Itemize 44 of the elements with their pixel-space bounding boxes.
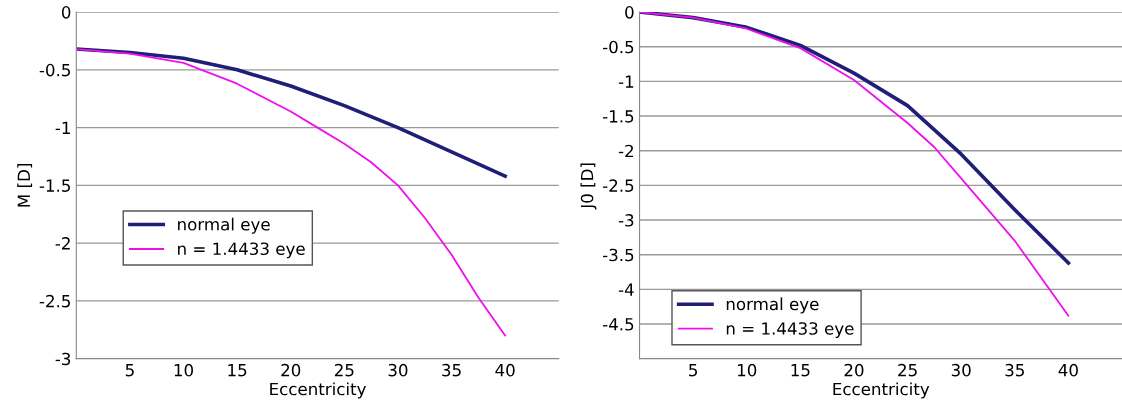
y-axis-title: J0 [D] [580,163,597,210]
y-tick-label: -2 [618,144,634,158]
x-tick-label: 20 [844,363,864,377]
legend-label: n = 1.4433 eye [178,242,305,259]
x-tick-label: 25 [334,363,354,377]
y-tick-label: -2 [55,237,70,250]
y-tick-label: -1 [618,75,634,88]
y-tick-label: -0.5 [39,63,70,77]
y-tick-label: -1.5 [39,179,70,192]
x-tick-label: 25 [898,363,917,377]
x-tick-label: 35 [442,363,461,377]
x-tick-label: 30 [388,363,408,377]
x-tick-label: 30 [951,363,971,377]
x-tick-label: 15 [791,364,810,377]
x-tick-label: 40 [495,363,515,377]
legend-label: normal eye [178,217,270,234]
y-tick-label: -3.5 [602,248,634,262]
line-series [76,47,507,178]
y-tick-label: -4 [618,283,634,296]
x-tick-label: 35 [1005,363,1024,377]
y-tick-label: -3 [55,352,71,366]
x-tick-label: 15 [228,364,247,377]
y-tick-label: -2.5 [602,179,634,192]
legend-label: normal eye [726,297,819,314]
x-tick-label: 20 [281,363,301,377]
y-tick-label: 0 [625,6,634,19]
y-tick-label: -2.5 [39,294,70,308]
line-series [76,48,507,337]
x-axis-title: Eccentricity [833,382,930,399]
y-tick-label: 0 [61,6,71,19]
y-axis-title: M [D] [17,164,33,207]
y-tick-label: -1 [55,121,70,134]
x-tick-label: 10 [174,363,194,377]
x-tick-label: 40 [1058,363,1078,377]
y-tick-label: -1.5 [602,110,634,123]
y-tick-label: -4.5 [602,318,634,331]
line-series [639,12,1070,317]
legend-label: n = 1.4433 eye [726,322,854,339]
y-tick-label: -0.5 [602,40,634,54]
x-tick-label: 5 [689,364,697,377]
y-tick-label: -3 [618,214,634,227]
x-tick-label: 10 [737,363,757,377]
x-tick-label: 5 [125,364,134,377]
x-axis-title: Eccentricity [270,382,366,399]
